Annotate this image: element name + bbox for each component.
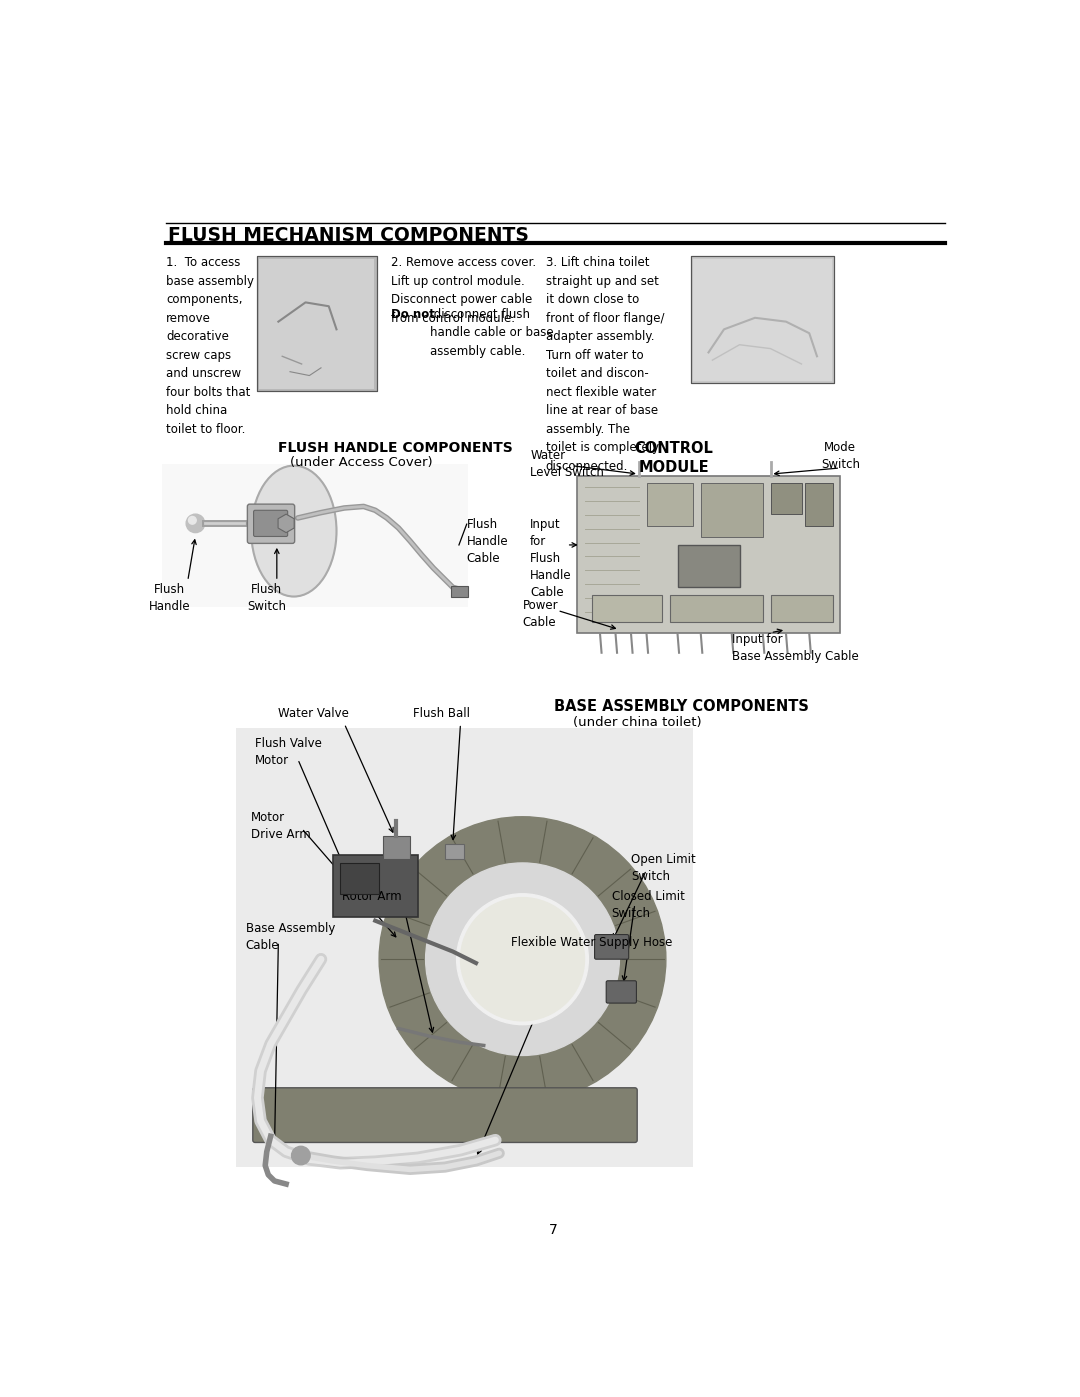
Ellipse shape	[252, 465, 337, 597]
Bar	[577, 475, 840, 633]
FancyBboxPatch shape	[595, 935, 629, 960]
Text: Base Assembly
Cable: Base Assembly Cable	[246, 922, 335, 953]
Text: Water Valve: Water Valve	[278, 707, 349, 719]
Circle shape	[426, 863, 619, 1056]
Circle shape	[292, 1147, 310, 1165]
Text: Input for
Base Assembly Cable: Input for Base Assembly Cable	[732, 633, 859, 664]
Text: Mode
Switch: Mode Switch	[821, 441, 860, 471]
Bar	[677, 545, 740, 587]
Text: Flush
Handle: Flush Handle	[149, 584, 191, 613]
Bar	[257, 256, 377, 391]
Text: Water
Level Switch: Water Level Switch	[530, 448, 604, 479]
Bar	[806, 483, 833, 525]
Text: disconnect flush
handle cable or base
assembly cable.: disconnect flush handle cable or base as…	[430, 307, 554, 358]
Text: (under Access Cover): (under Access Cover)	[291, 457, 433, 469]
Text: Motor
Drive Arm: Motor Drive Arm	[252, 810, 311, 841]
Bar	[691, 256, 834, 383]
Text: Do not: Do not	[391, 307, 434, 321]
Text: Flush Valve
Motor: Flush Valve Motor	[255, 738, 322, 767]
Text: 7: 7	[549, 1222, 558, 1236]
Text: BASE ASSEMBLY COMPONENTS: BASE ASSEMBLY COMPONENTS	[554, 698, 808, 714]
Text: Closed Limit
Switch: Closed Limit Switch	[611, 890, 685, 919]
Bar	[770, 483, 801, 514]
Text: Open Limit
Switch: Open Limit Switch	[631, 854, 696, 883]
Text: Flush Ball: Flush Ball	[413, 707, 470, 719]
Bar	[770, 595, 833, 622]
Circle shape	[460, 898, 584, 1021]
FancyBboxPatch shape	[247, 504, 295, 543]
Bar	[340, 863, 379, 894]
Circle shape	[457, 894, 589, 1024]
Circle shape	[186, 514, 205, 532]
FancyBboxPatch shape	[606, 981, 636, 1003]
Text: Input
for
Flush
Handle
Cable: Input for Flush Handle Cable	[530, 518, 572, 599]
FancyBboxPatch shape	[253, 1088, 637, 1143]
Circle shape	[189, 517, 197, 524]
FancyBboxPatch shape	[254, 510, 287, 536]
Bar	[693, 258, 832, 381]
Text: 1.  To access
base assembly
components,
remove
decorative
screw caps
and unscrew: 1. To access base assembly components, r…	[166, 256, 254, 436]
Bar	[451, 585, 469, 597]
Bar	[333, 855, 418, 916]
Bar	[383, 835, 410, 859]
Text: Flexible Water Supply Hose: Flexible Water Supply Hose	[511, 936, 672, 949]
Text: Rotor Arm: Rotor Arm	[341, 890, 401, 902]
Bar	[701, 483, 762, 538]
Text: Flush
Handle
Cable: Flush Handle Cable	[467, 518, 509, 564]
Circle shape	[379, 817, 666, 1102]
Bar	[235, 728, 693, 1166]
Text: CONTROL
MODULE: CONTROL MODULE	[634, 441, 713, 475]
Bar	[691, 256, 834, 383]
Text: Power
Cable: Power Cable	[523, 599, 558, 629]
Bar	[592, 595, 662, 622]
Text: (under china toilet): (under china toilet)	[572, 715, 702, 729]
Bar	[445, 844, 464, 859]
Text: FLUSH MECHANISM COMPONENTS: FLUSH MECHANISM COMPONENTS	[167, 226, 528, 244]
Text: Flush
Switch: Flush Switch	[247, 584, 286, 613]
Bar	[647, 483, 693, 525]
Bar	[257, 256, 377, 391]
Text: 2. Remove access cover.
Lift up control module.
Disconnect power cable
from cont: 2. Remove access cover. Lift up control …	[391, 256, 536, 324]
Bar	[670, 595, 762, 622]
Bar	[259, 258, 375, 388]
Text: FLUSH HANDLE COMPONENTS: FLUSH HANDLE COMPONENTS	[279, 441, 513, 455]
Bar	[162, 464, 469, 606]
Text: 3. Lift china toilet
straight up and set
it down close to
front of floor flange/: 3. Lift china toilet straight up and set…	[545, 256, 664, 472]
